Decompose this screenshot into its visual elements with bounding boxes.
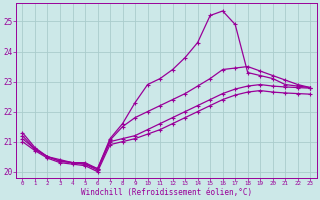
X-axis label: Windchill (Refroidissement éolien,°C): Windchill (Refroidissement éolien,°C) bbox=[81, 188, 252, 197]
